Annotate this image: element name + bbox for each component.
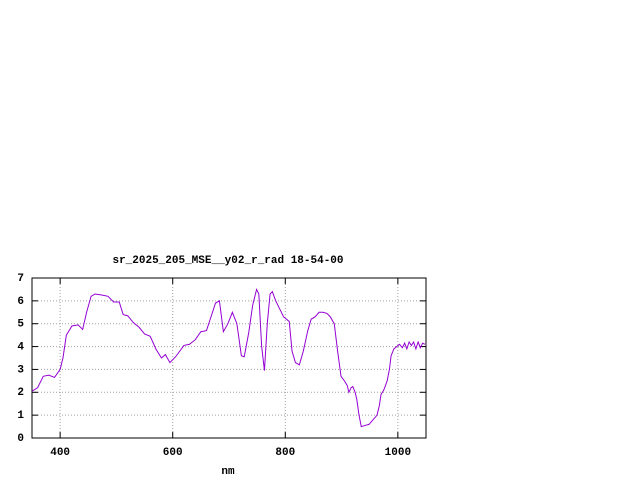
x-tick-label: 1000 [385, 447, 411, 459]
y-tick-label: 2 [17, 387, 24, 399]
plot-frame [31, 277, 427, 439]
x-tick-label: 600 [163, 447, 183, 459]
x-axis-label: nm [221, 466, 235, 478]
y-tick-label: 6 [17, 296, 24, 308]
y-tick-label: 7 [17, 273, 24, 285]
y-tick-label: 4 [17, 341, 24, 353]
x-tick-label: 800 [275, 447, 295, 459]
data-line [31, 287, 426, 428]
y-tick-label: 5 [17, 319, 24, 331]
y-tick-label: 0 [17, 433, 24, 445]
x-tick-label: 400 [50, 447, 70, 459]
chart-title: sr_2025_205_MSE__y02_r_rad 18-54-00 [112, 255, 343, 267]
y-tick-label: 1 [17, 410, 24, 422]
y-tick-label: 3 [17, 364, 24, 376]
